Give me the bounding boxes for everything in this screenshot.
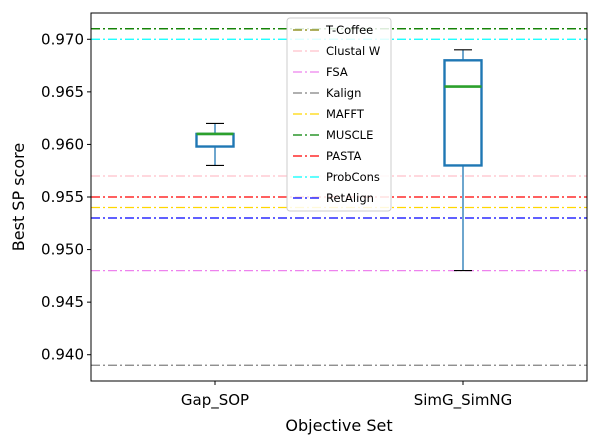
- legend-entry: ProbCons: [326, 170, 380, 184]
- legend-entry: RetAlign: [326, 191, 374, 205]
- y-tick-label: 0.955: [41, 188, 84, 206]
- x-axis: Gap_SOP SimG_SimNG: [181, 381, 512, 410]
- y-tick-label: 0.965: [41, 83, 84, 101]
- legend-entry: Kalign: [326, 86, 361, 100]
- y-tick-label: 0.945: [41, 293, 84, 311]
- x-axis-label: Objective Set: [285, 416, 392, 435]
- y-axis: 0.940 0.945 0.950 0.955 0.960 0.965 0.970: [41, 30, 91, 364]
- box-iqr: [443, 59, 483, 167]
- box-SimG_SimNG: [443, 49, 483, 272]
- legend-entry: T-Coffee: [325, 23, 373, 37]
- legend-box: [286, 17, 392, 212]
- box-Gap_SOP: [195, 122, 235, 167]
- box-plots: [195, 49, 483, 272]
- x-tick-label: Gap_SOP: [181, 391, 249, 410]
- y-tick-label: 0.940: [41, 346, 84, 364]
- legend-entry: FSA: [326, 65, 348, 79]
- legend-entry: MAFFT: [326, 107, 365, 121]
- x-tick-label: SimG_SimNG: [414, 391, 513, 410]
- y-axis-label: Best SP score: [9, 143, 28, 251]
- reference-lines: [91, 28, 587, 366]
- legend-entry: PASTA: [326, 149, 361, 163]
- y-tick-label: 0.960: [41, 135, 84, 153]
- y-tick-label: 0.950: [41, 241, 84, 259]
- legend: T-Coffee Clustal W FSA Kalign MAFFT MUSCLE PAS…: [286, 17, 392, 212]
- legend-entry: Clustal W: [326, 44, 380, 58]
- legend-entry: MUSCLE: [326, 128, 373, 142]
- y-tick-label: 0.970: [41, 30, 84, 48]
- box-iqr: [195, 132, 235, 148]
